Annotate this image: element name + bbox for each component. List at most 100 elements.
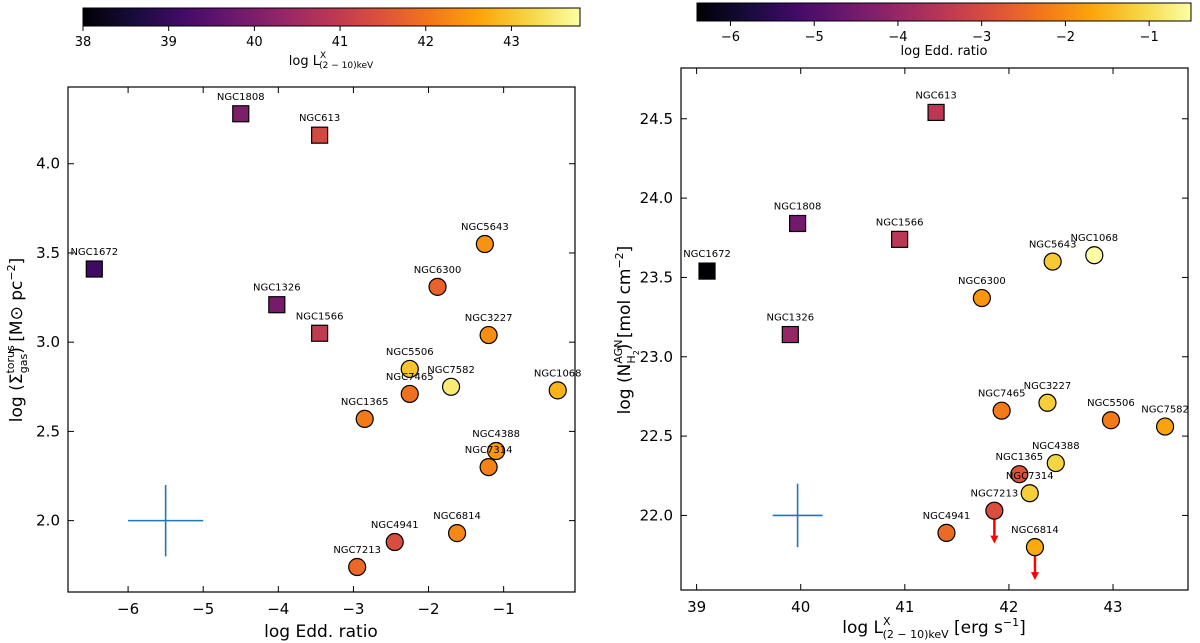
right-point-label: NGC5643 <box>1029 240 1077 251</box>
right-point-label: NGC1068 <box>1070 233 1118 244</box>
right-point-label: NGC613 <box>915 90 956 101</box>
right-x-tick-label: 39 <box>687 598 706 616</box>
right-point-label: NGC1672 <box>683 249 731 260</box>
right-y-tick-label: 22.5 <box>640 427 673 445</box>
right-point-label: NGC7465 <box>978 389 1026 400</box>
left-point-circle <box>441 377 461 396</box>
right-point-label: NGC4388 <box>1032 441 1080 452</box>
left-point-label: NGC7582 <box>427 365 475 376</box>
left-y-axis-label: log (Σtorusgas) [M⊙ pc−2] <box>4 258 30 422</box>
left-point-circle <box>479 457 498 477</box>
right-point-label: NGC7582 <box>1141 405 1189 416</box>
left-point-circle <box>447 524 467 543</box>
left-point-circle <box>355 409 374 429</box>
left-plot-frame <box>67 86 576 593</box>
left-point-label: NGC3227 <box>465 313 513 324</box>
right-colorbar: −6 −5 −4 −3 −2 −1 log Edd. ratio <box>696 2 1192 59</box>
left-point-label: NGC1068 <box>534 368 582 379</box>
left-x-tick-label: −2 <box>417 600 439 618</box>
right-y-tick-label: 24.5 <box>640 110 673 128</box>
right-point-label: NGC1326 <box>766 313 814 324</box>
left-point-label: NGC4388 <box>472 429 520 440</box>
left-point-label: NGC7314 <box>465 445 513 456</box>
left-point-square <box>311 324 329 342</box>
right-point-label: NGC7314 <box>1006 471 1054 482</box>
left-colorbar-tick-label: 39 <box>160 35 177 50</box>
right-point-circle <box>1020 484 1039 503</box>
left-y-tick-label: 3.0 <box>36 333 60 351</box>
left-point-label: NGC6300 <box>414 265 462 276</box>
left-point-label: NGC1365 <box>341 397 389 408</box>
right-point-label: NGC7213 <box>971 489 1019 500</box>
left-colorbar-tick-label: 42 <box>417 35 434 50</box>
left-y-tick-label: 2.5 <box>36 422 60 440</box>
left-point-label: NGC4941 <box>371 520 419 531</box>
left-point-label: NGC613 <box>299 113 340 124</box>
right-x-tick-label: 40 <box>791 598 810 616</box>
right-colorbar-tick-label: −4 <box>888 30 907 45</box>
left-colorbar: 38 39 40 41 42 43 log LX (2 − 10)keV <box>75 7 581 71</box>
right-colorbar-tick-label: −1 <box>1140 30 1159 45</box>
left-chart: 38 39 40 41 42 43 log LX (2 − 10)keV −6 −5 −4 −3 −… <box>4 7 582 642</box>
left-colorbar-tick-label: 38 <box>75 35 92 50</box>
right-upper-limit-arrow-head <box>990 535 999 544</box>
right-point-circle <box>1101 411 1121 430</box>
right-colorbar-tick-label: −2 <box>1056 30 1075 45</box>
right-point-label: NGC5506 <box>1087 398 1135 409</box>
right-point-label: NGC1566 <box>876 217 924 228</box>
right-y-tick-label: 23.0 <box>640 348 673 366</box>
right-x-axis-label: log LX (2 − 10)keV [erg s−1] <box>842 615 1026 641</box>
left-x-tick-label: −1 <box>493 600 515 618</box>
left-point-circle <box>385 532 404 552</box>
right-point-circle <box>992 401 1011 420</box>
right-colorbar-tick-label: −6 <box>721 30 740 45</box>
left-point-square <box>85 260 103 278</box>
left-point-square <box>232 105 250 123</box>
right-x-tick-label: 42 <box>999 598 1018 616</box>
left-point-circle <box>487 441 506 461</box>
right-point-label: NGC1365 <box>996 452 1044 463</box>
right-colorbar-tick-label: −5 <box>805 30 824 45</box>
left-point-square <box>268 296 286 314</box>
left-point-circle <box>548 381 567 400</box>
left-point-label: NGC5643 <box>461 222 509 233</box>
right-y-tick-label: 23.5 <box>640 268 673 286</box>
right-point-square <box>891 230 909 248</box>
right-point-circle <box>1043 252 1062 271</box>
right-point-circle <box>1038 393 1057 412</box>
left-colorbar-bar <box>82 7 581 27</box>
left-colorbar-tick-label: 41 <box>332 35 349 50</box>
right-point-circle <box>972 288 991 308</box>
left-point-label: NGC1326 <box>253 283 301 294</box>
left-point-label: NGC7213 <box>333 545 381 556</box>
right-y-tick-label: 22.0 <box>640 506 673 524</box>
left-colorbar-tick-label: 43 <box>503 35 520 50</box>
right-colorbar-bar <box>696 2 1192 22</box>
right-point-label: NGC6300 <box>958 276 1006 287</box>
right-point-label: NGC6814 <box>1011 525 1059 536</box>
right-chart: −6 −5 −4 −3 −2 −1 log Edd. ratio 39 40 41 42 43 22… <box>612 2 1192 641</box>
right-upper-limit-arrow-head <box>1030 572 1039 581</box>
right-x-tick-label: 41 <box>895 598 914 616</box>
left-point-label: NGC6814 <box>433 511 481 522</box>
left-point-label: NGC1566 <box>296 311 344 322</box>
right-point-label: NGC1808 <box>774 201 822 212</box>
right-point-circle <box>1155 417 1175 436</box>
left-colorbar-label: log LX (2 − 10)keV <box>289 51 374 71</box>
right-point-square <box>927 103 945 122</box>
left-point-circle <box>475 234 494 254</box>
right-point-square <box>781 325 799 344</box>
right-y-tick-label: 24.0 <box>640 189 673 207</box>
left-colorbar-tick-label: 40 <box>246 35 263 50</box>
left-point-circle <box>400 359 419 379</box>
left-x-tick-label: −4 <box>267 600 289 618</box>
left-x-axis-label: log Edd. ratio <box>264 622 378 642</box>
left-y-tick-label: 4.0 <box>36 155 60 173</box>
right-plot-frame <box>680 67 1189 591</box>
right-point-circle <box>937 523 956 542</box>
left-point-label: NGC1672 <box>70 247 118 258</box>
right-colorbar-tick-label: −3 <box>972 30 991 45</box>
left-point-circle <box>479 325 498 345</box>
left-point-square <box>311 126 329 144</box>
